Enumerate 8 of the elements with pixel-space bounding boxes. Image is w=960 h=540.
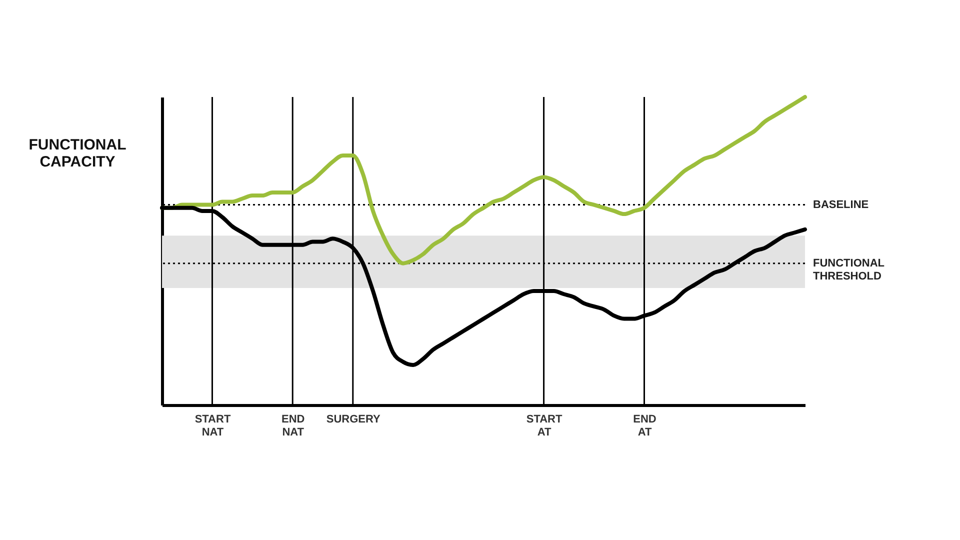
x-tick-label: START AT [526,414,562,438]
x-tick-label: END NAT [281,414,305,438]
ref-line-label: BASELINE [813,198,869,211]
x-tick-label: END AT [633,414,656,438]
x-tick-label: SURGERY [326,414,382,426]
ref-line-label: FUNCTIONAL THRESHOLD [813,257,885,282]
y-axis-title: FUNCTIONAL CAPACITY [28,136,126,170]
x-tick-label: START NAT [194,414,231,438]
